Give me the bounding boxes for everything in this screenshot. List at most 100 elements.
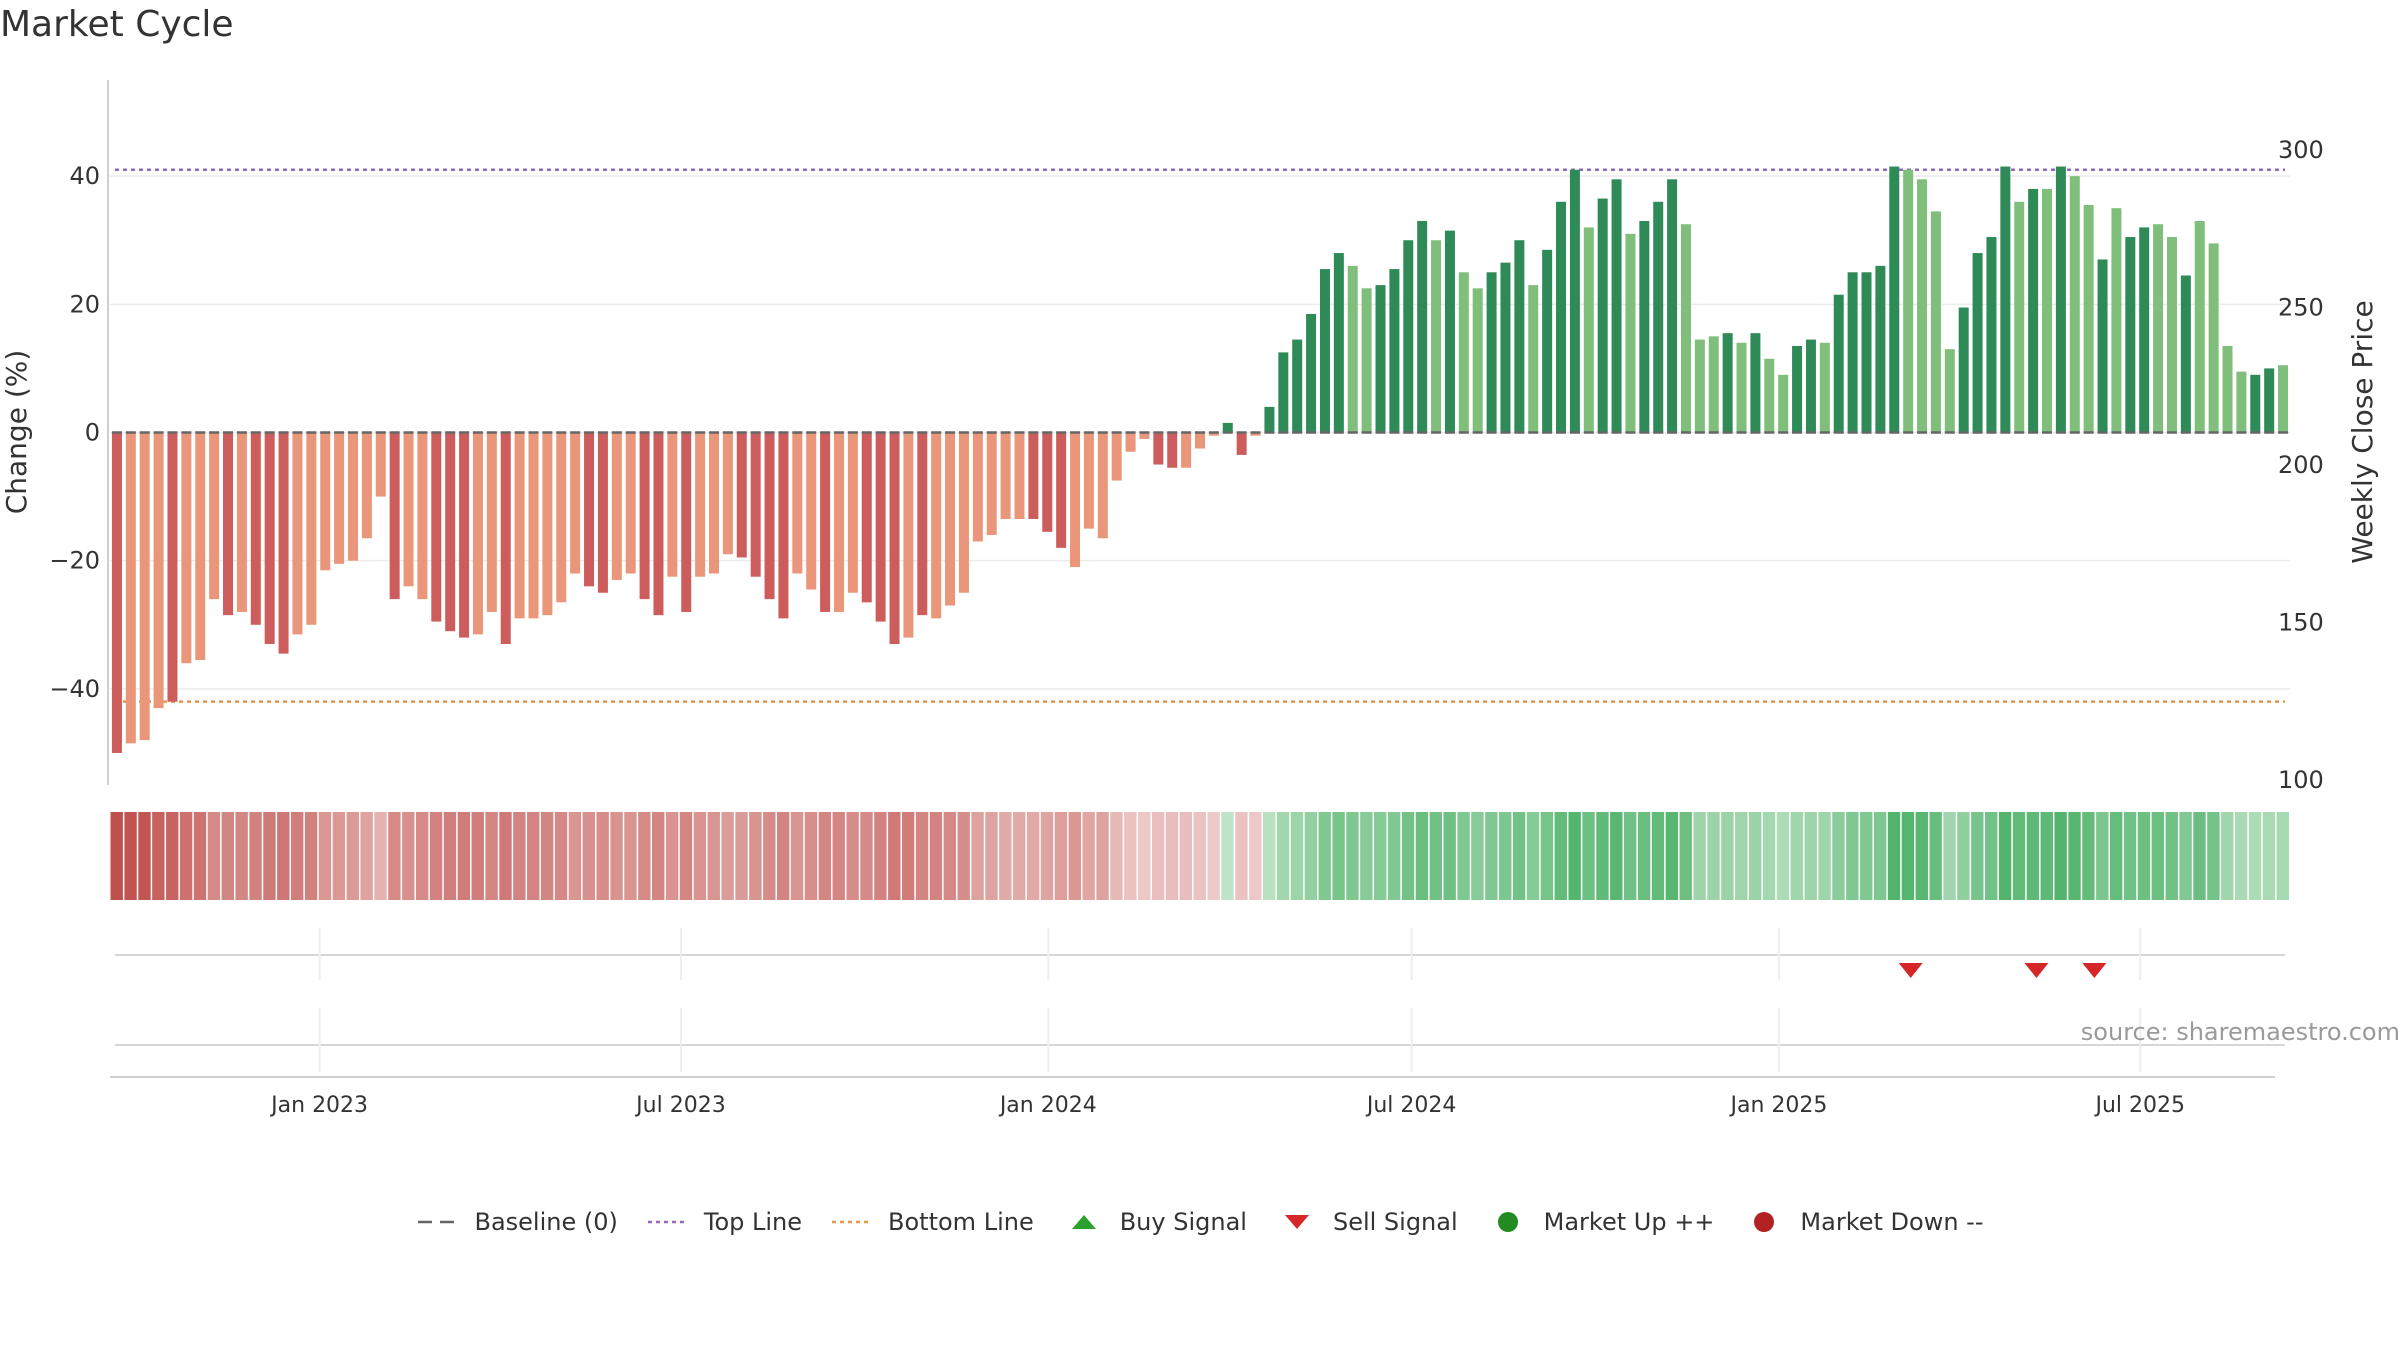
heat-cell [332,812,346,900]
heat-cell [374,812,387,900]
bar [1833,294,1844,433]
heat-cell [693,812,707,900]
heat-cell [166,812,179,900]
heat-cell [221,812,234,900]
legend-swatch [1497,1212,1518,1232]
bar [1431,240,1442,433]
bar [1222,422,1233,433]
bar [2236,371,2247,433]
heat-cell [1554,812,1567,900]
bar [1736,342,1747,433]
legend: Baseline (0) Top Line Bottom Line Buy Signa… [0,1208,2400,1236]
heat-cell [2221,812,2234,900]
bar [833,432,844,612]
heat-cell [2276,812,2289,900]
heat-cell [2234,812,2248,900]
bar [2278,365,2289,433]
bar [514,432,525,619]
bar [820,432,831,612]
heat-cell [2165,812,2178,900]
bar [236,432,247,612]
bar [2208,243,2219,433]
legend-label: Top Line [703,1208,803,1236]
legend-label: Market Down -- [1800,1208,1984,1236]
heat-cell [124,812,137,900]
heat-cell [1026,812,1040,900]
legend-item-baseline: Baseline (0) [416,1208,618,1236]
heat-cell [1193,812,1206,900]
heat-cell [971,812,984,900]
bar [1417,221,1428,433]
bar [375,432,386,497]
heat-cell [554,812,568,900]
right-tick-label: 100 [2278,766,2324,794]
bar [1583,227,1594,433]
bar [806,432,817,590]
bar [2069,176,2080,433]
heat-cell [1443,812,1456,900]
bar [1014,432,1025,520]
heat-cell [929,812,943,900]
heat-cell [457,812,471,900]
heat-cell [527,812,540,900]
right-tick-label: 250 [2278,294,2324,322]
heat-cell [832,812,845,900]
bar [2083,204,2094,433]
bar [1556,201,1567,433]
heat-cell [707,812,720,900]
heat-cell [1387,812,1401,900]
heat-cell [540,812,554,900]
bar [223,432,234,616]
heat-cell [2054,812,2067,900]
bar [1514,240,1525,433]
heat-cell [665,812,679,900]
heat-cell [1679,812,1692,900]
bar [264,432,275,644]
y-tick-label: −40 [49,675,100,703]
heat-cell [1040,812,1054,900]
heat-cell [1582,812,1595,900]
bar [1361,288,1372,433]
bar [1903,169,1914,433]
bar [1181,432,1192,468]
bar [1056,432,1067,548]
heat-cell [179,812,193,900]
heat-cell [1262,812,1276,900]
bar [1139,432,1150,439]
heat-cell [874,812,887,900]
heat-cell [2179,812,2192,900]
bar [1708,336,1719,433]
triangle-down-icon [1284,1215,1309,1229]
heat-cell [860,812,873,900]
heat-cell [1693,812,1706,900]
heat-cell [1207,812,1220,900]
heat-cell [1096,812,1109,900]
bar [1861,272,1872,433]
bar [2097,259,2108,433]
heat-cell [2068,812,2081,900]
heat-cell [1471,812,1484,900]
heat-cell [1415,812,1429,900]
heat-cell [638,812,651,900]
bar [736,432,747,558]
bar [1625,233,1636,433]
circle-icon [1754,1212,1775,1232]
heat-cell [679,812,693,900]
sell-signal-marker [2082,963,2107,978]
bar [2055,166,2066,433]
heat-cell [1124,812,1137,900]
triangle-up-icon [1071,1215,1096,1229]
heat-cell [1887,812,1901,900]
bar [2000,166,2011,433]
heat-cell [1651,812,1665,900]
heat-cell [1110,812,1123,900]
sell-signal-marker [1898,963,1923,978]
bar-series [111,166,2289,753]
heat-cell [776,812,790,900]
heat-cell [291,812,304,900]
bar [334,432,345,564]
heat-cell [2262,812,2276,900]
heat-cell [2109,812,2123,900]
heat-cell [568,812,582,900]
heat-cell [582,812,595,900]
